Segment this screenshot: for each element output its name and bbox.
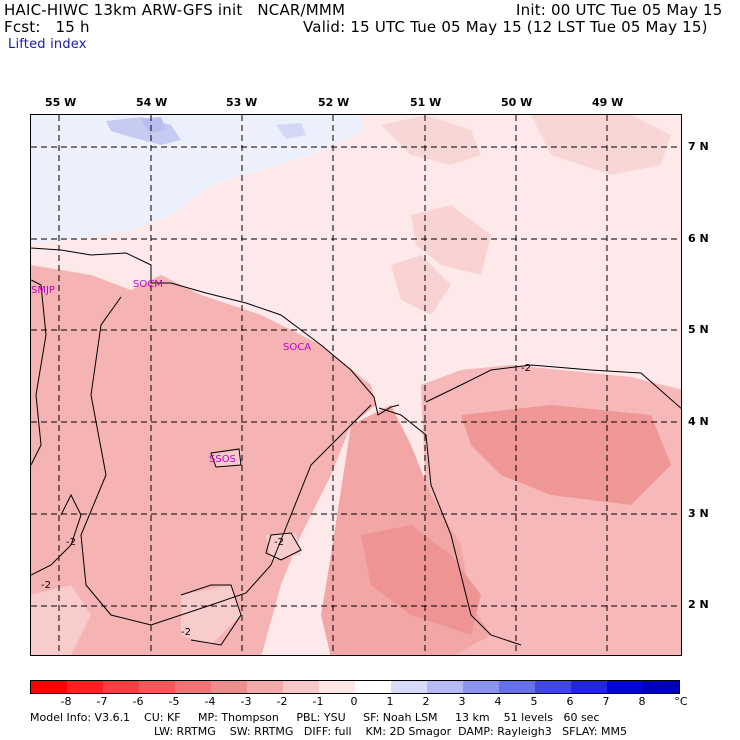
header-valid-time: Valid: 15 UTC Tue 05 May 15 (12 LST Tue … [303, 18, 708, 36]
negative-patch-ssos [211, 450, 241, 467]
colorbar-tick-label: 5 [530, 695, 538, 708]
colorbar-tick-label: 6 [566, 695, 574, 708]
negative-region-east-strong [461, 405, 671, 505]
positive-patch [276, 123, 306, 139]
colorbar-tick-label: -7 [96, 695, 108, 708]
contour-label: -2 [41, 580, 51, 591]
contour-minus2-west [31, 493, 82, 576]
lat-label-3n: 3 N [688, 507, 709, 520]
colorbar-segment [607, 681, 643, 693]
lat-label-2n: 2 N [688, 598, 709, 611]
colorbar-tick-label: -1 [312, 695, 324, 708]
colorbar-segment [319, 681, 355, 693]
contour-label: -2 [521, 363, 531, 374]
coastline [31, 247, 400, 416]
colorbar-segment [643, 681, 679, 693]
negative-region-strong-south [361, 525, 481, 635]
border-brazil-guiana [378, 407, 522, 646]
colorbar-segment [463, 681, 499, 693]
colorbar-tick-label: 8 [638, 695, 646, 708]
negative-patch-ne4 [391, 255, 451, 315]
header-init-time: Init: 00 UTC Tue 05 May 15 [516, 1, 723, 19]
header-forecast-hour: Fcst: 15 h [4, 18, 90, 36]
contour-label: -2 [181, 627, 191, 638]
colorbar-tick-label: -6 [132, 695, 144, 708]
lon-label-53w: 53 W [226, 96, 258, 109]
negative-patch-ne1 [381, 115, 481, 165]
colorbar-tick-label: 0 [350, 695, 358, 708]
colorbar-segment [211, 681, 247, 693]
lat-label-6n: 6 N [688, 232, 709, 245]
colorbar-segment [391, 681, 427, 693]
lon-label-55w: 55 W [45, 96, 77, 109]
contour-minus2-north [425, 364, 681, 409]
positive-patch-strong [141, 117, 166, 133]
colorbar-segment [247, 681, 283, 693]
colorbar-tick-label: -3 [240, 695, 252, 708]
colorbar-segment [67, 681, 103, 693]
lon-label-51w: 51 W [410, 96, 442, 109]
lon-label-54w: 54 W [136, 96, 168, 109]
colorbar [30, 680, 680, 694]
colorbar-segment [175, 681, 211, 693]
contour-label: -2 [274, 537, 284, 548]
contour-minus2-center [265, 532, 302, 561]
station-smjp: SMJP [31, 285, 55, 296]
negative-patch-center [266, 533, 301, 560]
colorbar-segment [427, 681, 463, 693]
lifted-index-map: SMJP SOCM SOCA SSOS -2 -2 -2 -2 -2 [30, 114, 682, 656]
negative-region-land [31, 265, 376, 655]
footer-model-info: Model Info: V3.6.1 CU: KF MP: Thompson P… [30, 711, 600, 724]
negative-patch-sw [31, 585, 91, 655]
station-ssos: SSOS [209, 454, 236, 465]
lat-label-5n: 5 N [688, 323, 709, 336]
lat-label-4n: 4 N [688, 415, 709, 428]
contour-minus2-south [180, 584, 242, 646]
colorbar-segment [139, 681, 175, 693]
colorbar-tick-label: 4 [494, 695, 502, 708]
colorbar-segment [499, 681, 535, 693]
lat-label-7n: 7 N [688, 140, 709, 153]
negative-patch-ne2 [411, 205, 491, 275]
header-model-title: HAIC-HIWC 13km ARW-GFS init NCAR/MMM [4, 1, 346, 19]
colorbar-segment [571, 681, 607, 693]
lon-label-50w: 50 W [501, 96, 533, 109]
colorbar-tick-label: 1 [386, 695, 394, 708]
colorbar-tick-label: 2 [422, 695, 430, 708]
contour-label: -2 [66, 537, 76, 548]
colorbar-tick-label: -2 [276, 695, 288, 708]
colorbar-tick-label: -4 [204, 695, 216, 708]
border-guyana [31, 279, 47, 466]
border-suriname [80, 296, 372, 626]
footer-physics-info: LW: RRTMG SW: RRTMG DIFF: full KM: 2D Sm… [154, 725, 627, 738]
colorbar-tick-label: -8 [60, 695, 72, 708]
colorbar-segment [355, 681, 391, 693]
field-name: Lifted index [8, 37, 87, 52]
colorbar-unit: °C [674, 695, 688, 708]
lon-label-52w: 52 W [318, 96, 350, 109]
map-canvas: SMJP SOCM SOCA SSOS -2 -2 -2 -2 -2 [31, 115, 681, 655]
colorbar-segment [103, 681, 139, 693]
lon-label-49w: 49 W [592, 96, 624, 109]
colorbar-segment [31, 681, 67, 693]
colorbar-tick-label: 7 [602, 695, 610, 708]
station-socm: SOCM [133, 279, 163, 290]
station-soca: SOCA [283, 342, 311, 353]
contour-ssos [210, 448, 242, 468]
colorbar-segment [535, 681, 571, 693]
graticule [31, 115, 681, 655]
colorbar-segment [283, 681, 319, 693]
colorbar-tick-label: -5 [168, 695, 180, 708]
negative-patch-ne3 [531, 115, 671, 175]
colorbar-tick-label: 3 [458, 695, 466, 708]
